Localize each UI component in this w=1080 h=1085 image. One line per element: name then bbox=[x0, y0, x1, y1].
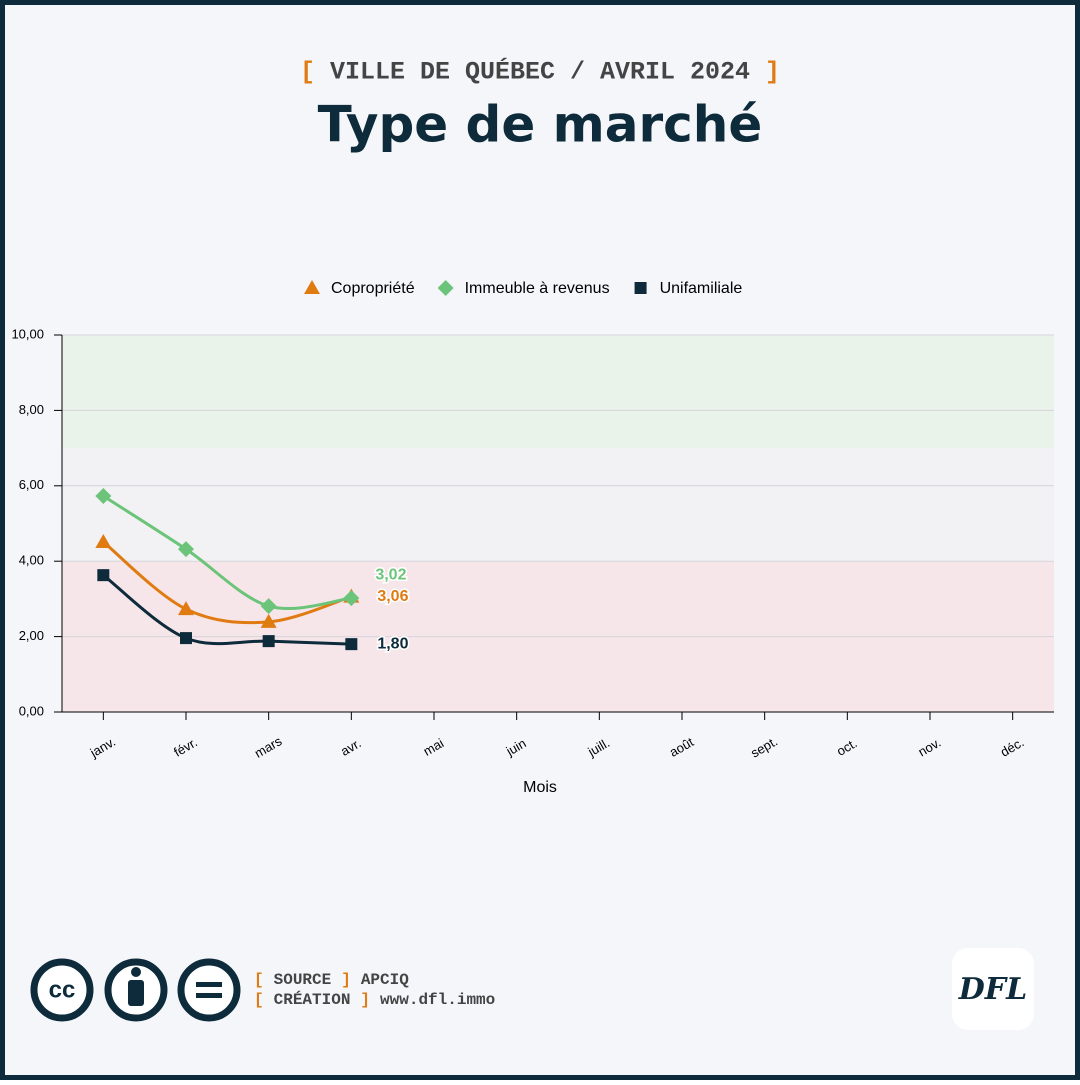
nd-icon bbox=[177, 958, 241, 1022]
bracket: ] bbox=[341, 971, 351, 989]
cc-text: cc bbox=[49, 976, 76, 1003]
bracket: [ bbox=[300, 58, 315, 87]
legend-label: Immeuble à revenus bbox=[465, 280, 610, 297]
legend-label: Copropriété bbox=[331, 280, 415, 297]
y-tick-label: 10,00 bbox=[11, 326, 44, 341]
credit-value: APCIQ bbox=[361, 971, 409, 989]
bracket: [ bbox=[254, 991, 264, 1009]
chart-title: Type de marché bbox=[318, 96, 763, 154]
bracket: [ bbox=[254, 971, 264, 989]
band bbox=[62, 335, 1054, 449]
point bbox=[95, 487, 112, 504]
point bbox=[95, 533, 112, 548]
point bbox=[180, 632, 192, 645]
logo-box bbox=[952, 948, 1034, 1030]
bracket: ] bbox=[765, 58, 780, 87]
subtitle: VILLE DE QUÉBEC / AVRIL 2024 bbox=[330, 57, 750, 87]
credit-label: CRÉATION bbox=[274, 990, 351, 1009]
legend-marker bbox=[634, 282, 647, 294]
legend-marker bbox=[437, 280, 454, 296]
person-head bbox=[131, 967, 141, 977]
data-label: 1,80 bbox=[377, 635, 408, 652]
credit-value: www.dfl.immo bbox=[380, 991, 495, 1009]
point bbox=[178, 601, 194, 616]
legend-marker bbox=[304, 280, 320, 294]
equal-bar bbox=[196, 982, 222, 987]
y-tick-label: 6,00 bbox=[19, 477, 44, 492]
credit-label: SOURCE bbox=[274, 971, 332, 989]
cc-icon bbox=[30, 958, 94, 1022]
y-tick-label: 0,00 bbox=[19, 703, 44, 718]
series-line bbox=[102, 573, 352, 646]
equal-bar bbox=[196, 993, 222, 998]
series-line bbox=[102, 540, 352, 625]
person-body bbox=[128, 980, 144, 1006]
point bbox=[260, 598, 277, 615]
data-label: 3,06 bbox=[377, 588, 408, 605]
series-line bbox=[102, 494, 352, 611]
logo: DFL bbox=[958, 972, 1027, 1007]
data-label: 3,02 bbox=[375, 566, 406, 583]
y-tick-label: 8,00 bbox=[19, 402, 44, 417]
legend-label: Unifamiliale bbox=[660, 280, 743, 297]
point bbox=[260, 613, 277, 628]
point bbox=[345, 638, 358, 651]
y-tick-label: 4,00 bbox=[19, 553, 44, 568]
point bbox=[343, 590, 360, 607]
license-icons bbox=[30, 958, 241, 1022]
y-tick-label: 2,00 bbox=[19, 628, 44, 643]
band bbox=[62, 448, 1054, 562]
point bbox=[97, 569, 110, 582]
point bbox=[178, 541, 194, 558]
bracket: ] bbox=[360, 991, 370, 1009]
x-axis-label: Mois bbox=[523, 779, 557, 796]
point bbox=[262, 635, 275, 648]
